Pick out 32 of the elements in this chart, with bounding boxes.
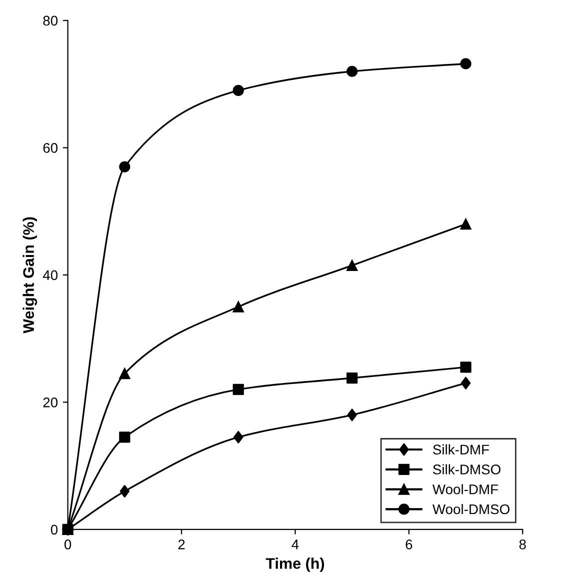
legend-label: Silk-DMSO bbox=[433, 464, 500, 474]
point bbox=[346, 372, 358, 384]
x-tick-label: 8 bbox=[519, 540, 526, 550]
legend-label: Wool-DMF bbox=[432, 484, 498, 494]
point bbox=[232, 384, 244, 396]
point bbox=[232, 84, 244, 96]
legend-label: Silk-DMF bbox=[433, 444, 489, 455]
x-tick-label: 6 bbox=[406, 540, 412, 550]
y-axis-title: Weight Gain (%) bbox=[22, 217, 38, 334]
point bbox=[460, 376, 471, 390]
legend-label: Wool-DMSO bbox=[432, 504, 510, 514]
y-tick-label: 60 bbox=[43, 143, 58, 153]
point bbox=[119, 368, 130, 380]
x-axis-title: Time (h) bbox=[266, 558, 324, 572]
x-tick-label: 4 bbox=[292, 540, 299, 550]
point bbox=[347, 408, 357, 422]
x-tick-label: 2 bbox=[178, 540, 185, 550]
y-tick-label: 20 bbox=[43, 398, 58, 408]
point bbox=[232, 301, 244, 312]
point bbox=[346, 66, 358, 77]
y-tick-label: 80 bbox=[43, 16, 58, 26]
y-tick-label: 0 bbox=[50, 524, 58, 535]
y-tick-label: 40 bbox=[42, 270, 58, 280]
point bbox=[120, 485, 130, 498]
point bbox=[346, 260, 358, 271]
point bbox=[234, 430, 244, 444]
point bbox=[460, 362, 472, 373]
point bbox=[460, 218, 472, 230]
x-tick-label: 0 bbox=[64, 540, 72, 550]
point bbox=[119, 161, 130, 172]
point bbox=[460, 58, 472, 70]
point bbox=[119, 432, 130, 443]
